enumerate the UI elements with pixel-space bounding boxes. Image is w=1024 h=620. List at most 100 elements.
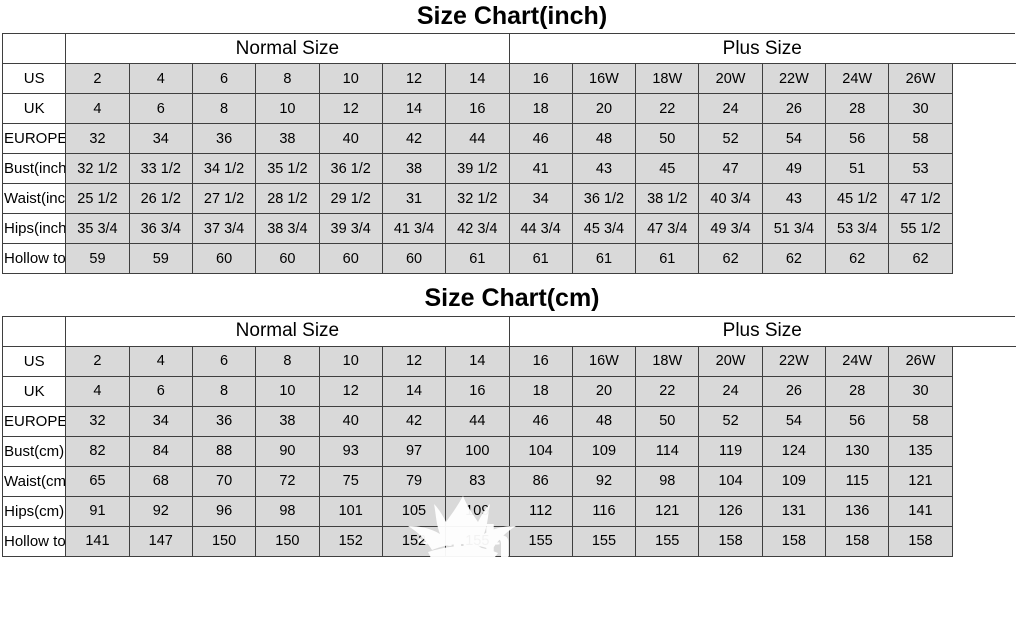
cell-us-cm-12: 24W <box>825 345 890 377</box>
cell-europe-inch-0: 32 <box>65 123 130 155</box>
group-header-normal-size-inch: Normal Size <box>65 33 510 65</box>
cell-us-cm-5: 12 <box>381 345 447 377</box>
cell-hollow-cm-13: 158 <box>888 525 953 557</box>
cell-bust-cm-13: 135 <box>888 435 953 467</box>
cell-europe-cm-7: 46 <box>508 405 573 437</box>
cell-waist-inch-5: 31 <box>381 183 447 215</box>
cell-waist-cm-8: 92 <box>571 465 637 497</box>
cell-uk-inch-8: 20 <box>571 93 637 125</box>
table-row: Bust(cm) 82 84 88 90 93 97 100 104 109 1… <box>1 435 1016 467</box>
row-label-hips-cm: Hips(cm) <box>1 495 67 527</box>
cell-uk-cm-13: 30 <box>888 375 953 407</box>
cell-bust-cm-4: 93 <box>318 435 383 467</box>
cell-europe-cm-3: 38 <box>255 405 320 437</box>
cell-us-inch-11: 22W <box>761 63 827 95</box>
cell-bust-cm-9: 114 <box>635 435 700 467</box>
cell-us-inch-5: 12 <box>381 63 447 95</box>
cell-waist-cm-11: 109 <box>761 465 827 497</box>
cell-waist-inch-1: 26 1/2 <box>128 183 193 215</box>
cell-hips-inch-3: 38 3/4 <box>255 213 320 245</box>
cell-us-inch-4: 10 <box>318 63 383 95</box>
cell-hollow-cm-5: 152 <box>381 525 447 557</box>
cell-uk-cm-1: 6 <box>128 375 193 407</box>
cell-hips-inch-10: 49 3/4 <box>698 213 763 245</box>
group-header-normal-size-cm: Normal Size <box>65 315 510 347</box>
cell-us-cm-3: 8 <box>255 345 320 377</box>
cell-uk-inch-10: 24 <box>698 93 763 125</box>
chart-title-inch: Size Chart(inch) <box>416 2 608 30</box>
cell-europe-inch-10: 52 <box>698 123 763 155</box>
cell-waist-cm-10: 104 <box>698 465 763 497</box>
row-label-us-inch: US <box>1 63 67 95</box>
table-row: Bust(inch) 32 1/2 33 1/2 34 1/2 35 1/2 3… <box>1 153 1016 185</box>
row-label-bust-inch: Bust(inch) <box>1 153 67 185</box>
cell-waist-inch-4: 29 1/2 <box>318 183 383 215</box>
cell-hips-cm-10: 126 <box>698 495 763 527</box>
cell-europe-inch-13: 58 <box>888 123 953 155</box>
cell-uk-inch-4: 12 <box>318 93 383 125</box>
cell-europe-inch-6: 44 <box>445 123 510 155</box>
cell-us-cm-0: 2 <box>65 345 130 377</box>
cell-us-inch-6: 14 <box>445 63 510 95</box>
cell-europe-inch-9: 50 <box>635 123 700 155</box>
cell-hips-inch-7: 44 3/4 <box>508 213 573 245</box>
cell-bust-inch-3: 35 1/2 <box>255 153 320 185</box>
size-table-cm: Normal Size Plus Size US 2 4 6 8 10 12 1… <box>1 315 1016 557</box>
cell-waist-cm-9: 98 <box>635 465 700 497</box>
cell-waist-inch-0: 25 1/2 <box>65 183 130 215</box>
cell-hips-inch-11: 51 3/4 <box>761 213 827 245</box>
table-row: Hips(cm) 91 92 96 98 101 105 109 112 116… <box>1 495 1016 527</box>
cell-bust-cm-10: 119 <box>698 435 763 467</box>
cell-bust-cm-0: 82 <box>65 435 130 467</box>
cell-bust-inch-7: 41 <box>508 153 573 185</box>
cell-waist-cm-1: 68 <box>128 465 193 497</box>
cell-waist-inch-8: 36 1/2 <box>571 183 637 215</box>
cell-hollow-inch-0: 59 <box>65 243 130 275</box>
cell-bust-inch-12: 51 <box>825 153 890 185</box>
row-label-uk-inch: UK <box>1 93 67 125</box>
corner-cell-cm <box>1 315 67 347</box>
cell-europe-inch-12: 56 <box>825 123 890 155</box>
cell-hollow-cm-2: 150 <box>191 525 257 557</box>
table-row: EUROPE 32 34 36 38 40 42 44 46 48 50 52 … <box>1 123 1016 155</box>
cell-waist-inch-6: 32 1/2 <box>445 183 510 215</box>
cell-waist-cm-13: 121 <box>888 465 953 497</box>
cell-bust-inch-9: 45 <box>635 153 700 185</box>
cell-us-cm-9: 18W <box>635 345 700 377</box>
cell-uk-inch-5: 14 <box>381 93 447 125</box>
cell-hips-cm-9: 121 <box>635 495 700 527</box>
cell-europe-cm-13: 58 <box>888 405 953 437</box>
cell-hollow-inch-9: 61 <box>635 243 700 275</box>
cell-us-inch-2: 6 <box>191 63 257 95</box>
cell-uk-inch-11: 26 <box>761 93 827 125</box>
cell-us-cm-2: 6 <box>191 345 257 377</box>
cell-uk-cm-7: 18 <box>508 375 573 407</box>
cell-hips-cm-8: 116 <box>571 495 637 527</box>
cell-waist-inch-2: 27 1/2 <box>191 183 257 215</box>
cell-europe-cm-2: 36 <box>191 405 257 437</box>
watermark-line-2: Gown <box>450 562 580 620</box>
cell-europe-inch-5: 42 <box>381 123 447 155</box>
cell-uk-inch-6: 16 <box>445 93 510 125</box>
cell-uk-cm-6: 16 <box>445 375 510 407</box>
row-label-waist-inch: Waist(inch) <box>1 183 67 215</box>
table-row: UK 4 6 8 10 12 14 16 18 20 22 24 26 28 3… <box>1 375 1016 407</box>
cell-hips-inch-13: 55 1/2 <box>888 213 953 245</box>
cell-us-cm-4: 10 <box>318 345 383 377</box>
cell-hollow-cm-10: 158 <box>698 525 763 557</box>
cell-waist-inch-7: 34 <box>508 183 573 215</box>
cell-europe-cm-8: 48 <box>571 405 637 437</box>
cell-hips-inch-9: 47 3/4 <box>635 213 700 245</box>
cell-hollow-inch-4: 60 <box>318 243 383 275</box>
cell-uk-cm-9: 22 <box>635 375 700 407</box>
cell-hips-cm-0: 91 <box>65 495 130 527</box>
cell-bust-inch-0: 32 1/2 <box>65 153 130 185</box>
row-label-europe-cm: EUROPE <box>1 405 67 437</box>
cell-bust-inch-6: 39 1/2 <box>445 153 510 185</box>
group-header-plus-size-inch: Plus Size <box>508 33 1016 65</box>
cell-waist-cm-12: 115 <box>825 465 890 497</box>
cell-us-inch-10: 20W <box>698 63 763 95</box>
cell-waist-cm-2: 70 <box>191 465 257 497</box>
cell-bust-cm-8: 109 <box>571 435 637 467</box>
cell-hollow-cm-4: 152 <box>318 525 383 557</box>
